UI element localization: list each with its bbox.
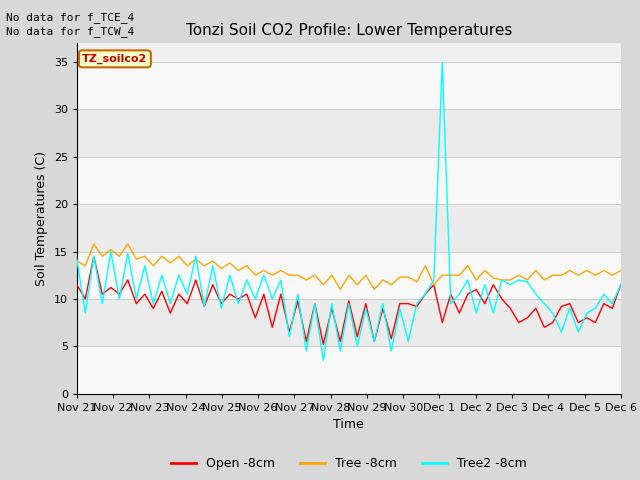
Text: TZ_soilco2: TZ_soilco2 <box>82 54 147 64</box>
Bar <box>77 157 621 204</box>
Title: Tonzi Soil CO2 Profile: Lower Temperatures: Tonzi Soil CO2 Profile: Lower Temperatur… <box>186 23 512 38</box>
Bar <box>77 62 621 109</box>
X-axis label: Time: Time <box>333 418 364 431</box>
Bar <box>77 252 621 299</box>
Bar <box>77 299 621 346</box>
Y-axis label: Soil Temperatures (C): Soil Temperatures (C) <box>35 151 48 286</box>
Bar <box>77 109 621 157</box>
Bar <box>77 204 621 252</box>
Text: No data for f_TCE_4: No data for f_TCE_4 <box>6 12 134 23</box>
Legend: Open -8cm, Tree -8cm, Tree2 -8cm: Open -8cm, Tree -8cm, Tree2 -8cm <box>166 452 532 475</box>
Text: No data for f_TCW_4: No data for f_TCW_4 <box>6 26 134 37</box>
Bar <box>77 346 621 394</box>
